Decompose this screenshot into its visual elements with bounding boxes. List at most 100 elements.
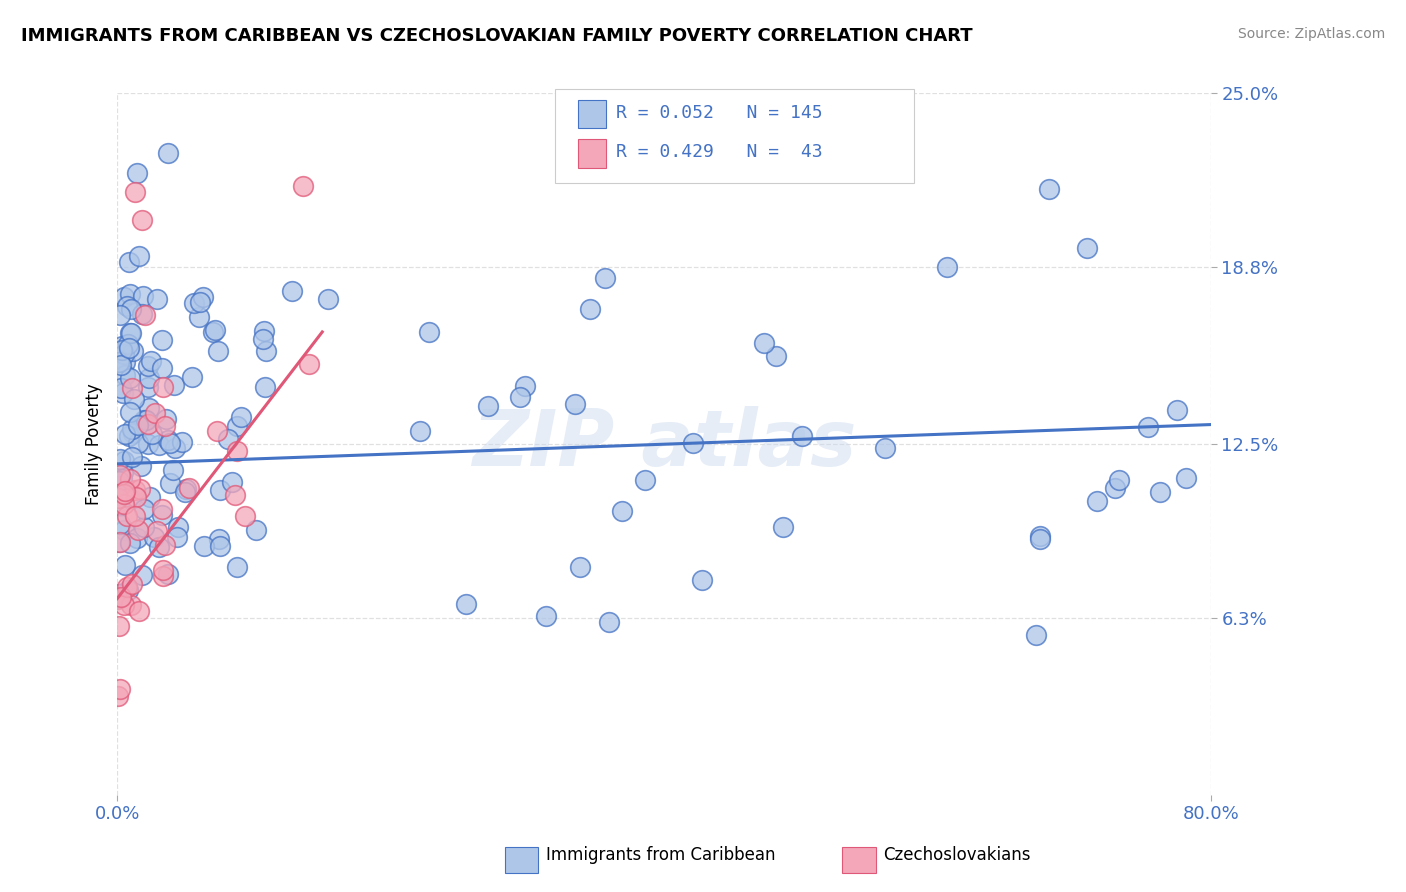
Point [111, 343, 134, 358]
Point [114, 368, 136, 382]
Point [143, 406, 166, 420]
Point [112, 523, 135, 537]
Text: Immigrants from Caribbean: Immigrants from Caribbean [546, 846, 775, 863]
Point [108, 619, 131, 633]
Point [936, 260, 959, 274]
Y-axis label: Family Poverty: Family Poverty [86, 384, 103, 505]
Point [477, 399, 499, 413]
Point [150, 361, 173, 376]
Point [1174, 471, 1197, 485]
Point [509, 390, 531, 404]
Point [114, 427, 136, 442]
Point [127, 418, 149, 433]
Point [233, 508, 256, 523]
Point [143, 530, 166, 544]
Point [131, 212, 153, 227]
Point [110, 517, 132, 532]
Point [118, 405, 141, 419]
Point [122, 392, 145, 406]
Point [115, 509, 138, 524]
Point [110, 590, 132, 604]
Point [254, 344, 277, 359]
Point [112, 347, 135, 361]
Point [118, 255, 141, 269]
Point [118, 371, 141, 385]
Point [124, 185, 146, 199]
Point [157, 566, 180, 581]
Point [107, 355, 129, 369]
Point [108, 499, 131, 513]
Point [1108, 473, 1130, 487]
Point [1166, 403, 1188, 417]
Point [245, 524, 267, 538]
Point [132, 519, 155, 533]
Point [150, 501, 173, 516]
Point [578, 302, 600, 317]
Point [124, 483, 146, 498]
Point [112, 454, 135, 468]
Point [150, 333, 173, 347]
Point [1038, 182, 1060, 196]
Point [152, 569, 174, 583]
Point [252, 332, 274, 346]
Point [231, 409, 253, 424]
Point [208, 532, 231, 546]
Point [148, 540, 170, 554]
Point [108, 535, 131, 549]
Point [166, 530, 188, 544]
Point [174, 482, 197, 496]
Text: Source: ZipAtlas.com: Source: ZipAtlas.com [1237, 27, 1385, 41]
Text: R = 0.052   N = 145: R = 0.052 N = 145 [616, 104, 823, 122]
Text: R = 0.429   N =  43: R = 0.429 N = 43 [616, 143, 823, 161]
Point [114, 558, 136, 572]
Point [179, 482, 201, 496]
Point [120, 326, 142, 340]
Point [107, 491, 129, 505]
Point [108, 451, 131, 466]
Point [125, 490, 148, 504]
Point [118, 429, 141, 443]
Point [1137, 419, 1160, 434]
Point [107, 587, 129, 601]
Point [593, 270, 616, 285]
Point [148, 438, 170, 452]
Point [135, 412, 157, 426]
Point [207, 344, 229, 359]
Point [124, 508, 146, 523]
Point [202, 326, 225, 340]
Point [129, 482, 152, 496]
Point [125, 531, 148, 545]
Point [121, 450, 143, 465]
Point [121, 422, 143, 436]
Point [174, 485, 197, 500]
Point [634, 473, 657, 487]
Point [108, 468, 131, 483]
Point [128, 249, 150, 263]
Point [204, 324, 226, 338]
Point [1076, 241, 1098, 255]
Point [117, 583, 139, 598]
Point [150, 508, 173, 522]
Point [107, 591, 129, 605]
Point [752, 336, 775, 351]
Point [225, 418, 247, 433]
Point [121, 344, 143, 359]
Point [682, 435, 704, 450]
Point [790, 428, 813, 442]
Point [145, 292, 167, 306]
Point [612, 504, 634, 518]
Point [191, 290, 214, 304]
Point [117, 337, 139, 351]
Point [121, 577, 143, 591]
Point [162, 463, 184, 477]
Point [120, 301, 142, 316]
Point [167, 520, 190, 534]
Point [108, 682, 131, 697]
Text: Czechoslovakians: Czechoslovakians [883, 846, 1031, 863]
Point [134, 308, 156, 322]
Point [188, 295, 211, 310]
Point [156, 145, 179, 160]
Point [108, 478, 131, 492]
Point [136, 380, 159, 394]
Point [193, 539, 215, 553]
